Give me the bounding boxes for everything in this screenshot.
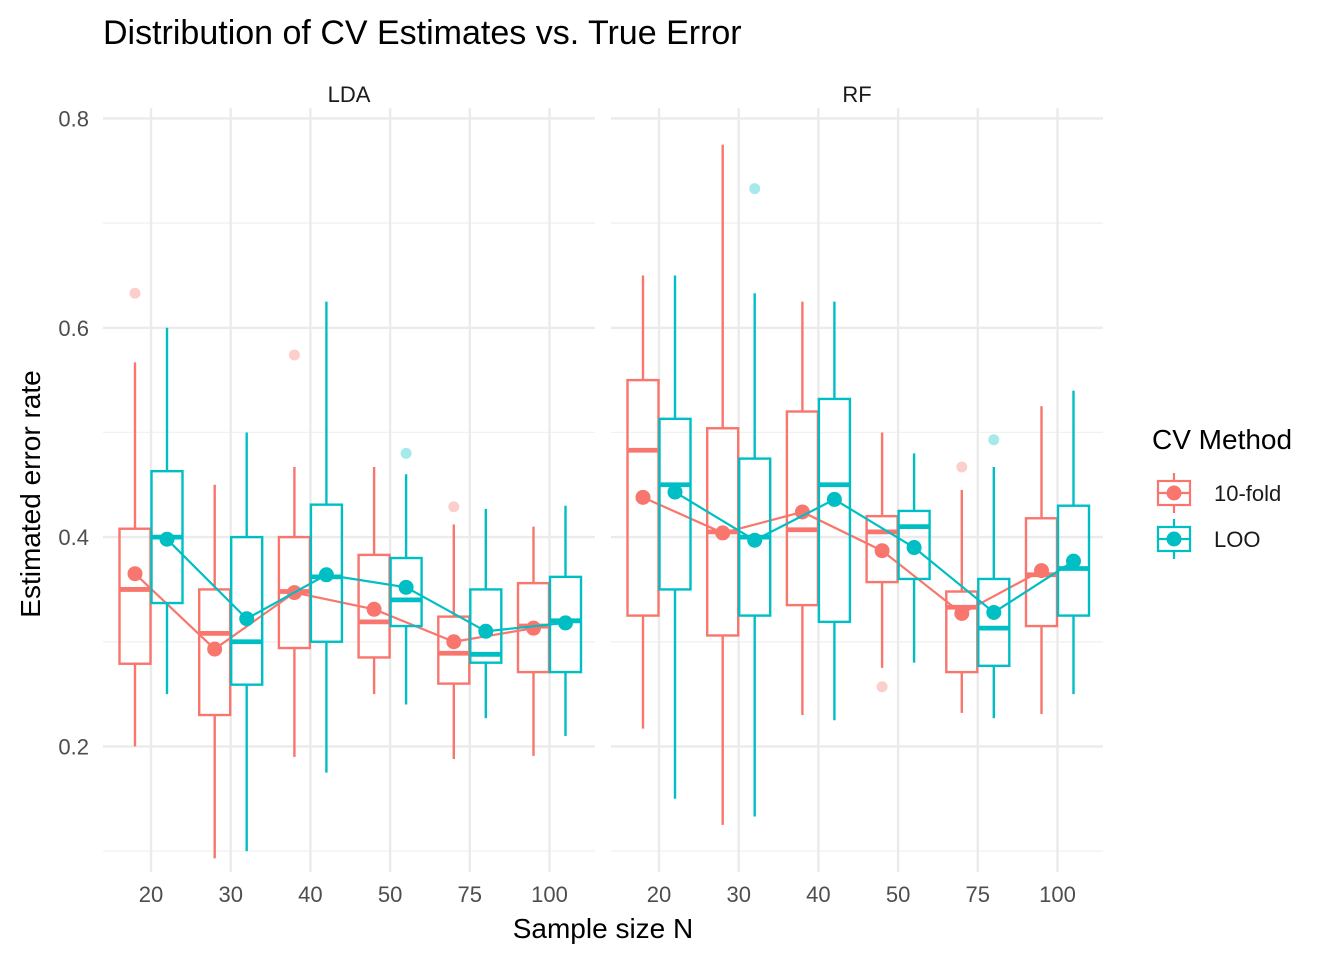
panel-rf: RF 20 30 40 50 75 100 — [611, 82, 1103, 907]
mean-point — [794, 504, 810, 520]
outlier-point — [956, 461, 968, 473]
mean-point — [906, 540, 922, 556]
legend-title: CV Method — [1152, 424, 1292, 455]
legend-key-point — [1166, 485, 1182, 501]
outlier-point — [988, 434, 1000, 446]
outlier-point — [448, 501, 460, 513]
mean-point — [747, 532, 763, 548]
y-axis-title: Estimated error rate — [15, 370, 46, 617]
outlier-point — [288, 349, 300, 361]
mean-point — [446, 634, 462, 650]
box — [977, 577, 1011, 668]
x-tick-label: 50 — [886, 882, 910, 907]
x-tick-label: 75 — [966, 882, 990, 907]
x-tick-label: 40 — [298, 882, 322, 907]
outlier-point — [129, 287, 141, 299]
mean-point — [558, 615, 573, 631]
mean-line — [166, 538, 566, 633]
box — [118, 527, 152, 665]
outlier-point — [749, 183, 761, 195]
x-tick-label: 50 — [378, 882, 402, 907]
y-tick-label: 0.8 — [58, 106, 89, 131]
mean-line — [642, 496, 1043, 615]
box — [658, 417, 692, 591]
x-tick-label: 20 — [647, 882, 671, 907]
box — [1056, 504, 1091, 617]
mean-point — [986, 604, 1002, 620]
y-tick-label: 0.2 — [58, 734, 89, 759]
mean-point — [127, 566, 143, 582]
mean-point — [954, 605, 970, 621]
legend-label: LOO — [1214, 527, 1260, 552]
mean-point — [874, 543, 890, 559]
x-tick-label: 20 — [139, 882, 163, 907]
mean-point — [207, 641, 223, 657]
x-tick-label: 40 — [806, 882, 830, 907]
mean-point — [715, 525, 731, 541]
mean-point — [1034, 563, 1049, 579]
mean-point — [159, 531, 175, 547]
series-loo — [150, 301, 583, 852]
outlier-point — [876, 681, 888, 693]
x-tick-label: 30 — [218, 882, 242, 907]
mean-point — [826, 491, 842, 507]
mean-line — [674, 491, 1075, 614]
panel-strip-label: LDA — [328, 82, 371, 107]
box — [389, 556, 423, 628]
box — [229, 535, 264, 686]
legend: CV Method 10-fold LOO — [1152, 424, 1292, 559]
mean-line — [134, 572, 534, 651]
panel-strip-label: RF — [842, 82, 871, 107]
box — [437, 615, 471, 685]
box — [897, 509, 931, 581]
mean-point — [366, 601, 382, 617]
mean-point — [1066, 553, 1081, 569]
x-tick-label: 75 — [458, 882, 482, 907]
mean-point — [239, 611, 255, 627]
box — [469, 588, 503, 664]
x-axis-title: Sample size N — [513, 913, 694, 944]
outlier-point — [400, 447, 412, 459]
x-tick-label: 100 — [531, 882, 568, 907]
mean-point — [318, 567, 334, 583]
y-tick-label: 0.4 — [58, 525, 89, 550]
y-tick-label: 0.6 — [58, 316, 89, 341]
legend-entry-10-fold: 10-fold — [1156, 473, 1281, 513]
box — [309, 503, 344, 643]
mean-point — [667, 484, 683, 500]
x-tick-label: 100 — [1039, 882, 1076, 907]
x-tick-label: 30 — [726, 882, 750, 907]
legend-key-point — [1166, 531, 1182, 547]
chart-title: Distribution of CV Estimates vs. True Er… — [103, 14, 742, 52]
legend-entries: 10-fold LOO — [1156, 473, 1281, 559]
box — [817, 397, 852, 624]
panel-lda: LDA 0.2 0.4 0.6 0.8 20 30 40 50 75 100 — [58, 82, 595, 907]
legend-label: 10-fold — [1214, 481, 1281, 506]
series-loo — [658, 183, 1091, 817]
mean-point — [478, 623, 494, 639]
panels-layer: LDA 0.2 0.4 0.6 0.8 20 30 40 50 75 100 RF 20 30 40 50 75… — [58, 82, 1103, 907]
legend-entry-loo: LOO — [1156, 519, 1260, 559]
mean-point — [635, 489, 651, 505]
mean-point — [398, 579, 414, 595]
mean-point — [526, 620, 541, 636]
